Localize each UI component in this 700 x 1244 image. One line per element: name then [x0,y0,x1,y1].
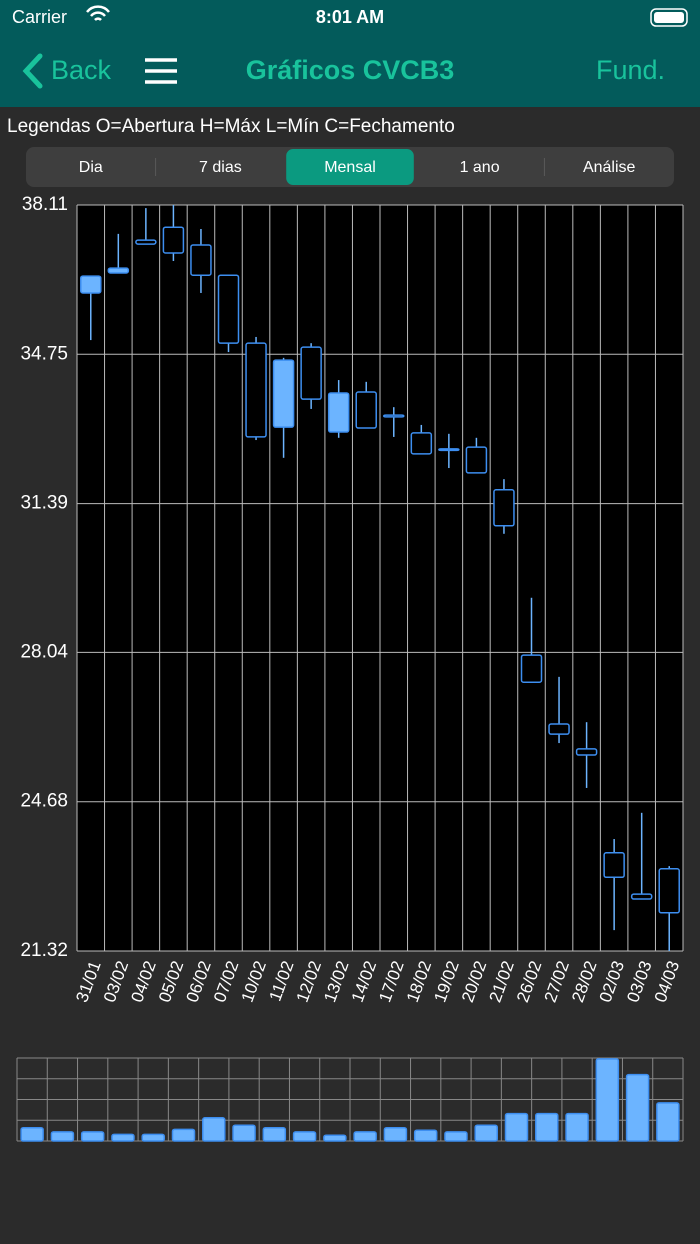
candle-body [520,654,543,683]
candle-body [603,852,625,878]
candle-body [493,489,515,527]
candle-body [383,414,405,418]
candle-body [575,748,598,756]
volume-bar [292,1131,317,1142]
header [0,0,700,107]
wifi-icon [86,5,110,21]
volume-bar [353,1131,377,1142]
volume-bar [565,1112,589,1142]
candle-body [548,723,570,735]
volume-bar [111,1133,135,1142]
volume-bar [595,1058,620,1142]
volume-bar [474,1124,498,1142]
volume-bar [171,1128,196,1142]
candle-body [410,432,433,455]
volume-bar [141,1133,165,1142]
segment-label[interactable]: Dia [79,159,103,176]
candle-body [327,392,350,433]
volume-bar [413,1129,438,1142]
segment-label[interactable]: 7 dias [199,159,242,176]
candle-body [300,346,322,400]
candle-body [135,239,157,245]
y-tick-label: 31.39 [20,493,68,514]
volume-bar [383,1126,408,1142]
candle-body [107,267,130,274]
volume-bar [535,1112,559,1142]
volume-bar [504,1112,529,1142]
clock: 8:01 AM [316,7,384,27]
segment-selected[interactable] [286,149,414,185]
candle-body [162,226,185,254]
candle-body [217,274,240,344]
fund-button[interactable]: Fund. [596,55,665,85]
menu-icon[interactable] [145,58,177,84]
volume-bar [232,1124,256,1142]
battery-icon [650,8,688,27]
y-tick-label: 28.04 [20,641,68,662]
volume-bar [625,1073,650,1142]
legend: Legendas O=Abertura H=Máx L=Mín C=Fecham… [7,116,455,137]
segment-label[interactable]: 1 ano [460,159,500,176]
volume-bar [50,1131,75,1142]
candle-body [80,275,102,294]
candle-body [272,359,295,428]
volume-bar [323,1134,347,1142]
back-chevron[interactable] [22,53,43,89]
candle-body [245,342,267,438]
candle-body [190,244,212,276]
y-tick-label: 38.11 [22,194,68,215]
candle-body [465,446,488,474]
candle-body [658,868,680,914]
candle-body [630,893,653,900]
segment-label[interactable]: Análise [583,159,636,176]
nav-title: Gráficos CVCB3 [246,55,455,85]
carrier: Carrier [12,7,67,27]
candle-body [438,448,460,452]
volume-bar [20,1126,44,1142]
volume-bar [262,1126,287,1142]
candle-body [355,391,377,429]
segment-label[interactable]: Mensal [324,159,376,176]
volume-bar [80,1131,105,1142]
volume-bar [444,1131,468,1142]
volume-bar [202,1117,226,1142]
y-tick-label: 21.32 [20,940,68,961]
back-button[interactable]: Back [51,55,112,85]
battery-level [654,12,684,23]
volume-bar [656,1102,680,1142]
y-tick-label: 24.68 [20,791,68,812]
y-tick-label: 34.75 [20,343,68,364]
